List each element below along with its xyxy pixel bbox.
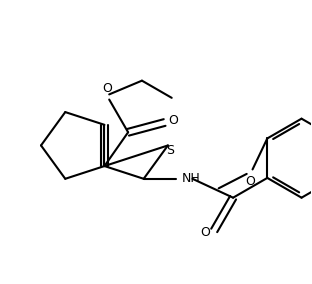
Text: NH: NH xyxy=(182,172,200,185)
Text: O: O xyxy=(245,175,255,188)
Text: O: O xyxy=(103,82,112,95)
Text: O: O xyxy=(169,114,178,127)
Text: S: S xyxy=(166,144,173,157)
Text: O: O xyxy=(200,225,210,239)
